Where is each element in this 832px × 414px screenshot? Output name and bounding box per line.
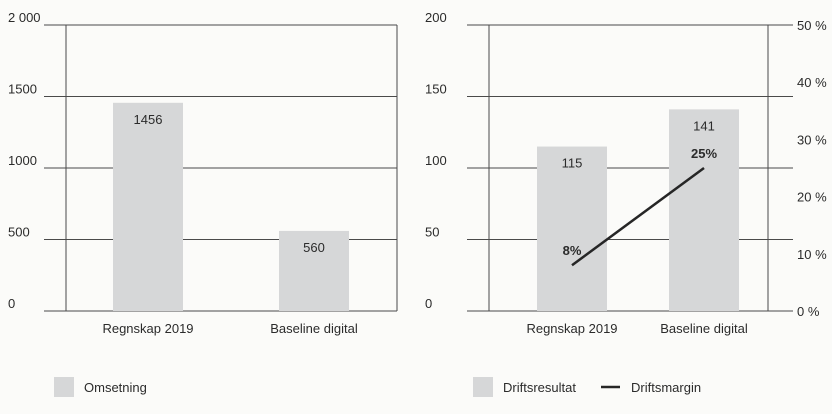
x-category-label-2-1: Baseline digital xyxy=(660,321,748,336)
bar-omsetning-0 xyxy=(113,102,183,312)
y2-tick-label-4: 40 % xyxy=(797,75,827,90)
y-tick-label-4: 2 000 xyxy=(8,10,41,25)
legend-swatch-driftsresultat xyxy=(473,377,493,397)
y2-tick-label-3: 30 % xyxy=(797,132,827,147)
bar-driftsresultat-0 xyxy=(537,146,607,311)
legend-label-driftsresultat: Driftsresultat xyxy=(503,380,576,395)
y2-tick-label-0: 0 % xyxy=(797,304,820,319)
y2-tick-label-5: 50 % xyxy=(797,18,827,33)
x-category-label-1: Baseline digital xyxy=(270,321,358,336)
y2-tick-label-1: 10 % xyxy=(797,247,827,262)
y-tick-label-3: 1500 xyxy=(8,82,37,97)
x-category-label-0: Regnskap 2019 xyxy=(102,321,193,336)
y-tick-label-2-3: 150 xyxy=(425,82,447,97)
bar-driftsresultat-1 xyxy=(669,109,739,312)
y-tick-label-2-2: 100 xyxy=(425,153,447,168)
x-category-label-2-0: Regnskap 2019 xyxy=(526,321,617,336)
legend-label-omsetning: Omsetning xyxy=(84,380,147,395)
legend-swatch-omsetning xyxy=(54,377,74,397)
bar-data-label-1: 560 xyxy=(303,240,325,255)
line-driftsmargin xyxy=(571,166,705,267)
bar-data-label-0: 1456 xyxy=(134,112,163,127)
legend-label-driftsmargin: Driftsmargin xyxy=(631,380,701,395)
y-tick-label-2-1: 50 xyxy=(425,225,439,240)
bar-data-label-2-1: 141 xyxy=(693,118,715,133)
y-tick-label-0: 0 xyxy=(8,296,15,311)
bar-data-label-2-0: 115 xyxy=(562,156,583,171)
bar-omsetning-1 xyxy=(279,230,349,311)
line-data-label-0: 8% xyxy=(563,243,582,258)
y-tick-label-1: 500 xyxy=(8,225,30,240)
line-data-label-1: 25% xyxy=(691,146,717,161)
y-tick-label-2-4: 200 xyxy=(425,10,447,25)
y2-tick-label-2: 20 % xyxy=(797,190,827,205)
y-tick-label-2: 1000 xyxy=(8,153,37,168)
y-tick-label-2-0: 0 xyxy=(425,296,432,311)
